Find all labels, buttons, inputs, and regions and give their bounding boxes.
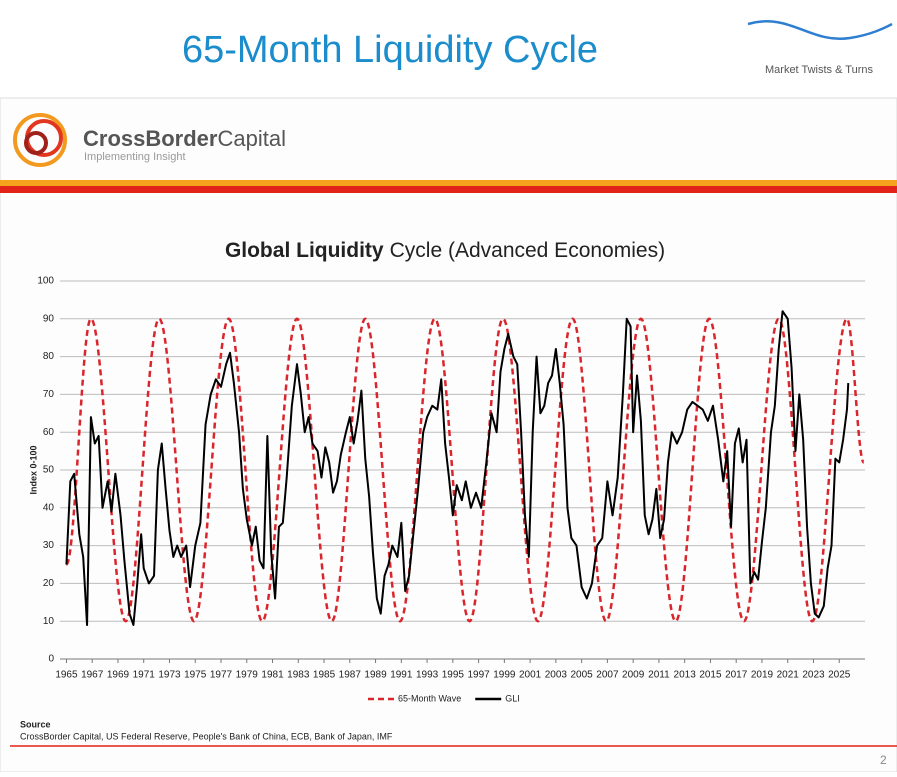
x-tick-label: 2003 xyxy=(545,670,568,681)
chart-title: Global Liquidity Cycle (Advanced Economie… xyxy=(225,239,665,262)
y-tick-label: 60 xyxy=(43,427,55,438)
x-tick-label: 1979 xyxy=(236,670,259,681)
brand-swoosh xyxy=(747,20,893,41)
x-tick-label: 1991 xyxy=(390,670,413,681)
source: CrossBorder Capital, US Federal Reserve,… xyxy=(20,731,393,741)
x-tick-label: 2021 xyxy=(777,670,800,681)
logo-tagline: Implementing Insight xyxy=(84,151,186,163)
legend-label: GLI xyxy=(505,693,520,703)
series-line xyxy=(65,317,865,623)
x-tick-label: 1995 xyxy=(442,670,465,681)
chart-title-regular: Cycle (Advanced Economies) xyxy=(390,239,665,262)
x-tick-label: 1999 xyxy=(493,670,516,681)
x-tick-label: 1989 xyxy=(364,670,387,681)
x-tick-label: 2007 xyxy=(596,670,619,681)
y-tick-label: 0 xyxy=(48,654,54,665)
logo-name-bold: CrossBorder xyxy=(83,126,218,151)
y-tick-label: 20 xyxy=(43,578,55,589)
y-tick-label: 30 xyxy=(43,540,55,551)
x-tick-label: 1993 xyxy=(416,670,439,681)
x-tick-label: 2005 xyxy=(571,670,594,681)
legend: 65-Month Wave GLI xyxy=(368,693,520,703)
x-tick-label: 1967 xyxy=(81,670,104,681)
x-tick-label: 2013 xyxy=(674,670,697,681)
logo-name-regular: Capital xyxy=(217,126,285,151)
x-tick-label: 1969 xyxy=(107,670,130,681)
x-tick-label: 2015 xyxy=(699,670,722,681)
y-axis-label: Index 0-100 xyxy=(28,445,38,494)
source-title: Source xyxy=(20,719,51,729)
x-tick-label: 2001 xyxy=(519,670,542,681)
legend-label: 65-Month Wave xyxy=(398,693,461,703)
x-tick-label: 1987 xyxy=(339,670,362,681)
y-tick-label: 70 xyxy=(43,389,55,400)
x-tick-label: 2011 xyxy=(648,670,670,681)
x-tick-label: 1981 xyxy=(261,670,284,681)
page-number: 2 xyxy=(880,753,887,767)
series-line xyxy=(65,310,850,626)
x-tick-label: 1983 xyxy=(287,670,310,681)
chart-title-bold: Global Liquidity xyxy=(225,239,384,262)
x-tick-label: 2019 xyxy=(751,670,774,681)
x-tick-label: 1971 xyxy=(133,670,156,681)
x-tick-label: 1977 xyxy=(210,670,233,681)
y-tick-label: 80 xyxy=(43,351,55,362)
y-tick-label: 100 xyxy=(37,276,54,287)
header-bar xyxy=(0,180,897,186)
x-tick-label: 2025 xyxy=(828,670,851,681)
x-tick-label: 1965 xyxy=(55,670,78,681)
x-tick-label: 1997 xyxy=(467,670,490,681)
x-tick-label: 1973 xyxy=(158,670,181,681)
y-tick-label: 90 xyxy=(43,313,55,324)
y-tick-label: 50 xyxy=(43,465,55,476)
logo-mark xyxy=(13,113,67,167)
x-tick-label: 2017 xyxy=(725,670,748,681)
page-title: 65-Month Liquidity Cycle xyxy=(182,29,598,71)
header-bar xyxy=(0,186,897,193)
y-tick-label: 40 xyxy=(43,502,55,513)
brand-name: Market Twists & Turns xyxy=(765,64,873,76)
logo-name: CrossBorderCapital xyxy=(83,126,286,151)
y-tick-label: 10 xyxy=(43,616,55,627)
x-tick-label: 1985 xyxy=(313,670,336,681)
x-tick-label: 2023 xyxy=(802,670,825,681)
x-tick-label: 2009 xyxy=(622,670,645,681)
x-tick-label: 1975 xyxy=(184,670,207,681)
